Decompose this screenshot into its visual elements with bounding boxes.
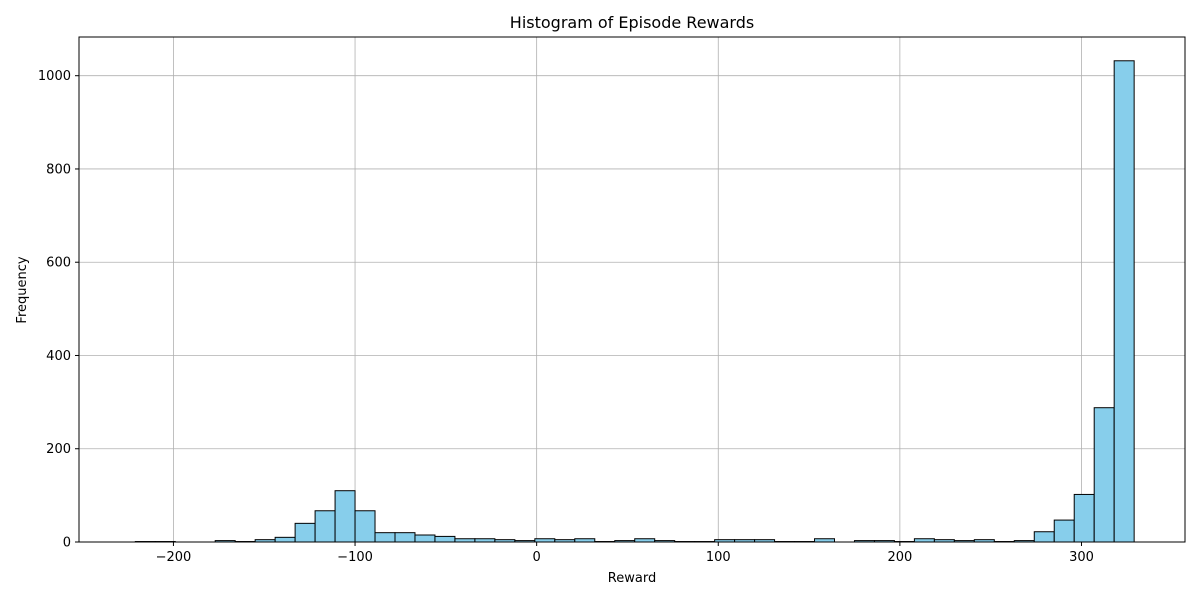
histogram-bar <box>415 535 435 542</box>
y-tick-label: 200 <box>46 442 71 457</box>
histogram-bar <box>295 523 315 542</box>
x-tick-label: 0 <box>533 550 541 565</box>
histogram-bar <box>355 511 375 542</box>
x-tick-label: 100 <box>706 550 731 565</box>
y-axis-label: Frequency <box>15 256 30 323</box>
y-axis-ticks: 0 200 400 600 800 1000 <box>38 69 79 550</box>
x-axis-ticks: −200 −100 0 100 200 300 <box>156 542 1094 565</box>
y-tick-label: 400 <box>46 349 71 364</box>
x-axis-label: Reward <box>608 571 656 586</box>
y-tick-label: 600 <box>46 256 71 271</box>
y-tick-label: 800 <box>46 162 71 177</box>
x-tick-label: 200 <box>887 550 912 565</box>
grid-lines <box>79 37 1185 542</box>
histogram-bar <box>435 536 455 542</box>
histogram-bar <box>1054 520 1074 542</box>
chart-title: Histogram of Episode Rewards <box>510 13 754 32</box>
y-tick-label: 0 <box>63 536 71 551</box>
x-tick-label: −100 <box>337 550 373 565</box>
histogram-bar <box>1094 408 1114 542</box>
histogram-bar <box>335 491 355 542</box>
histogram-bar <box>1114 61 1134 542</box>
x-tick-label: 300 <box>1069 550 1094 565</box>
plot-frame <box>79 37 1185 542</box>
x-tick-label: −200 <box>156 550 192 565</box>
histogram-bar <box>275 537 295 542</box>
histogram-bar <box>1034 532 1054 542</box>
histogram-bar <box>395 533 415 542</box>
histogram-bar <box>315 511 335 542</box>
histogram-bar <box>375 533 395 542</box>
y-tick-label: 1000 <box>38 69 71 84</box>
histogram-bars <box>135 61 1134 542</box>
histogram-bar <box>1074 494 1094 542</box>
